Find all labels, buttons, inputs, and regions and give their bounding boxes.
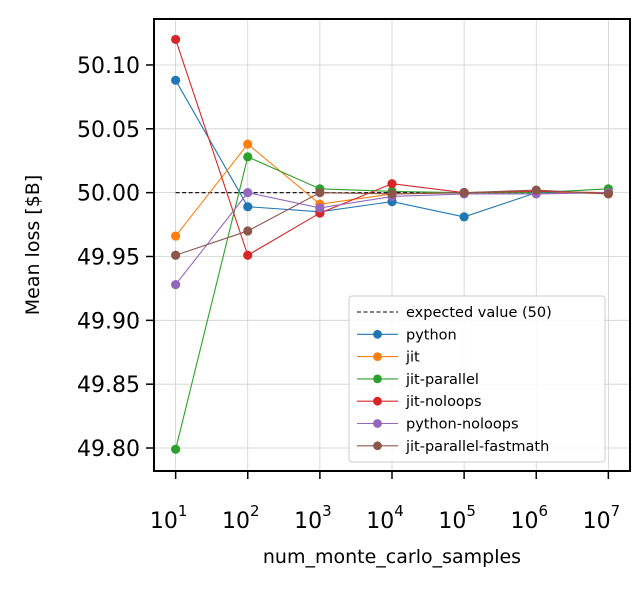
data-point bbox=[243, 139, 253, 149]
x-tick-label: 106 bbox=[510, 502, 548, 534]
legend-label: python-noloops bbox=[406, 417, 519, 433]
data-point bbox=[603, 189, 613, 199]
data-point bbox=[171, 34, 181, 45]
legend-item: python-noloops bbox=[357, 417, 519, 433]
data-point bbox=[243, 226, 253, 236]
x-tick-label: 103 bbox=[294, 502, 332, 534]
data-point bbox=[315, 188, 325, 198]
legend-swatch-marker bbox=[373, 419, 382, 428]
y-tick-label: 49.95 bbox=[77, 245, 140, 270]
data-point bbox=[387, 189, 397, 199]
y-tick-label: 50.10 bbox=[77, 54, 140, 79]
legend-label: python bbox=[406, 327, 457, 343]
x-tick-label: 104 bbox=[366, 502, 404, 534]
x-axis-label: num_monte_carlo_samples bbox=[263, 546, 521, 568]
legend-label: jit-noloops bbox=[405, 394, 482, 410]
data-point bbox=[171, 444, 181, 454]
legend-label: jit bbox=[405, 350, 420, 366]
series-group bbox=[171, 34, 613, 454]
legend-swatch-marker bbox=[373, 396, 382, 406]
legend-label: expected value (50) bbox=[406, 305, 552, 321]
data-point bbox=[171, 279, 181, 290]
legend-swatch-marker bbox=[373, 441, 382, 451]
data-point bbox=[459, 212, 469, 222]
legend-item: jit-parallel bbox=[357, 372, 479, 388]
data-point bbox=[171, 75, 181, 85]
data-point bbox=[243, 202, 253, 212]
legend-label: jit-parallel-fastmath bbox=[405, 439, 549, 455]
legend-swatch-marker bbox=[373, 374, 382, 384]
x-tick-label: 101 bbox=[150, 502, 188, 534]
y-tick-label: 50.00 bbox=[77, 182, 140, 207]
data-point bbox=[459, 188, 469, 198]
y-axis-ticks: 49.80 49.85 49.90 49.95 50.00 50.05 50.10 bbox=[77, 54, 154, 462]
data-point bbox=[531, 185, 541, 195]
x-tick-label: 102 bbox=[222, 502, 260, 534]
y-tick-label: 49.85 bbox=[77, 373, 140, 398]
data-point bbox=[243, 188, 253, 198]
x-tick-label: 105 bbox=[438, 502, 476, 534]
legend-label: jit-parallel bbox=[405, 372, 479, 388]
legend-box bbox=[348, 295, 606, 463]
data-point bbox=[243, 152, 253, 162]
series-jit-parallel-fastmath bbox=[171, 185, 613, 260]
data-point bbox=[171, 231, 181, 241]
legend-swatch-marker bbox=[373, 352, 382, 361]
y-tick-label: 49.90 bbox=[77, 309, 140, 334]
y-tick-label: 50.05 bbox=[77, 118, 140, 143]
legend-item: expected value (50) bbox=[357, 305, 552, 321]
data-point bbox=[243, 250, 253, 260]
legend-item: python bbox=[357, 327, 457, 343]
legend-item: jit bbox=[357, 350, 420, 366]
legend-item: jit-parallel-fastmath bbox=[357, 439, 549, 455]
data-point bbox=[171, 250, 181, 260]
x-axis-ticks: 101 102 103 104 105 106 107 bbox=[150, 471, 620, 534]
data-point bbox=[315, 203, 325, 213]
data-point bbox=[387, 179, 397, 189]
legend-item: jit-noloops bbox=[357, 394, 482, 410]
y-tick-label: 49.80 bbox=[77, 437, 140, 462]
legend-swatch-marker bbox=[373, 329, 382, 339]
x-tick-label: 107 bbox=[583, 502, 621, 534]
y-axis-label: Mean loss [$B] bbox=[22, 175, 44, 316]
legend: expected value (50) python jit jit-parallel… bbox=[348, 295, 606, 463]
